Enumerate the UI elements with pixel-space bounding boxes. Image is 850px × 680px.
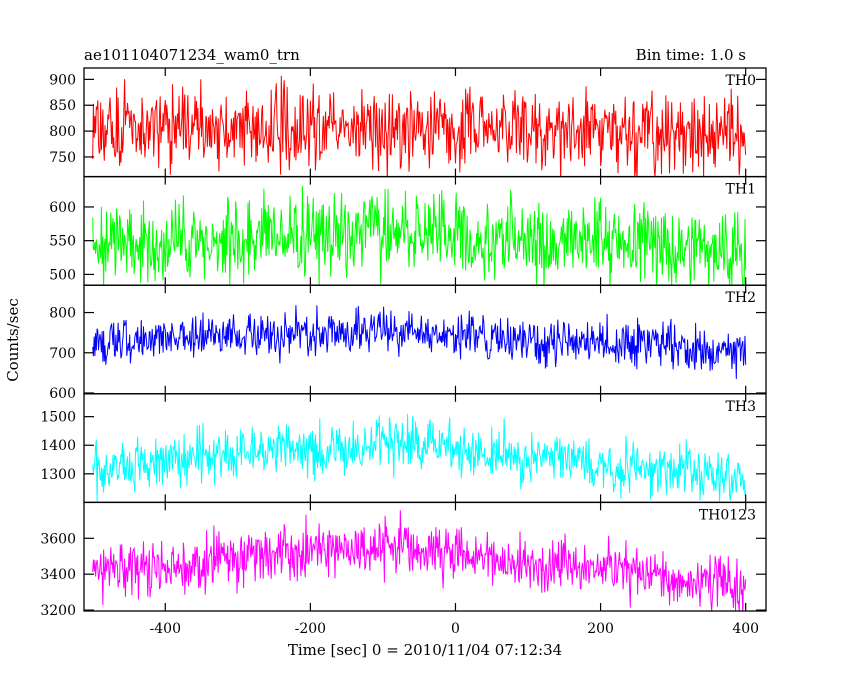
x-tick-label: -400 (150, 621, 181, 637)
series-line-th0123 (92, 510, 747, 611)
panel-name-label: TH3 (726, 399, 756, 415)
series-line-th1 (92, 185, 747, 286)
x-tick-label: 200 (587, 621, 614, 637)
x-tick-label: 400 (732, 621, 759, 637)
series-line-th2 (92, 305, 747, 380)
panel-name-label: TH0 (726, 73, 756, 89)
panel-th1: 500 550 600 TH1 (49, 175, 767, 286)
y-tick-label: 1500 (40, 410, 76, 426)
y-tick-label: 700 (49, 346, 76, 362)
chart-title-right: Bin time: 1.0 s (636, 46, 746, 64)
panel-th2: 600 700 800 TH2 (49, 284, 767, 402)
x-tick-label: 0 (451, 621, 460, 637)
y-tick-label: 500 (49, 267, 76, 283)
x-tick-label: -200 (295, 621, 326, 637)
panel-name-label: TH1 (726, 182, 756, 198)
panel-th0123: 3200 3400 3600 TH0123 (40, 501, 767, 619)
panel-name-label: TH2 (726, 290, 756, 306)
panel-frame (83, 67, 767, 178)
series-line-th3 (92, 413, 747, 502)
y-tick-label: 600 (49, 200, 76, 216)
y-tick-label: 750 (49, 150, 76, 166)
y-tick-label: 800 (49, 124, 76, 140)
y-tick-label: 1300 (40, 467, 76, 483)
chart-title-left: ae101104071234_wam0_trn (84, 46, 300, 64)
y-tick-label: 550 (49, 234, 76, 250)
y-tick-label: 850 (49, 98, 76, 114)
panel-th0: 750 800 850 900 TH0 (49, 67, 767, 178)
y-axis-label: Counts/sec (4, 298, 22, 382)
y-tick-label: 1400 (40, 438, 76, 454)
series-line-th0 (92, 75, 747, 177)
panel-name-label: TH0123 (699, 507, 756, 523)
y-tick-label: 3400 (40, 567, 76, 583)
y-tick-label: 900 (49, 72, 76, 88)
x-axis-label: Time [sec] 0 = 2010/11/04 07:12:34 (288, 641, 562, 659)
panel-th3: 1300 1400 1500 TH3 (40, 393, 767, 504)
y-tick-label: 3600 (40, 531, 76, 547)
y-tick-label: 3200 (40, 603, 76, 619)
panel-frame (83, 501, 767, 612)
panels: 750 800 850 900 TH0 500 550 600 TH1 600 700 800 TH2 1… (40, 67, 767, 637)
y-tick-label: 600 (49, 386, 76, 402)
y-tick-label: 800 (49, 306, 76, 322)
